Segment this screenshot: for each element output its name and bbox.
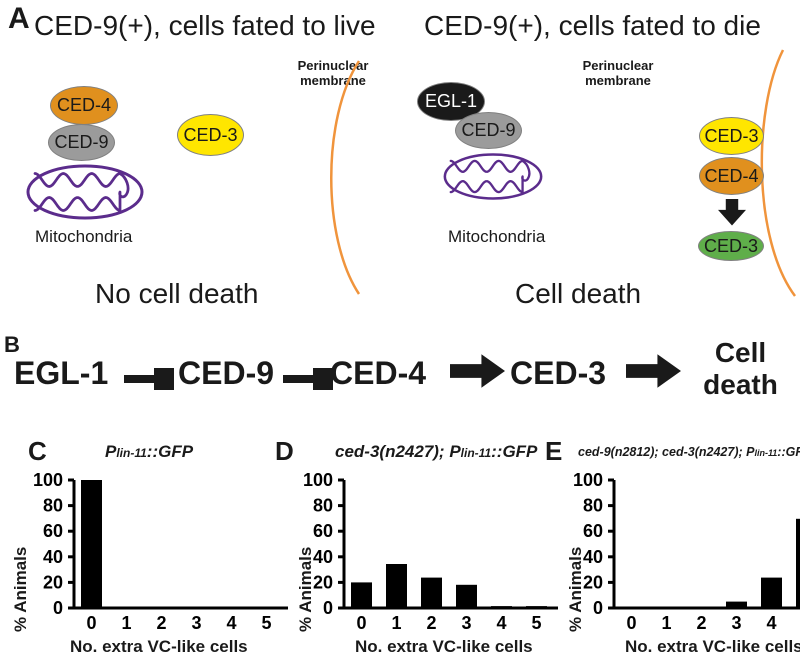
svg-text:3: 3 bbox=[191, 613, 201, 633]
svg-text:0: 0 bbox=[323, 598, 333, 618]
svg-text:3: 3 bbox=[731, 613, 741, 633]
svg-text:100: 100 bbox=[33, 470, 63, 490]
svg-text:0: 0 bbox=[626, 613, 636, 633]
svg-text:1: 1 bbox=[121, 613, 131, 633]
svg-text:4: 4 bbox=[496, 613, 506, 633]
svg-text:80: 80 bbox=[583, 496, 603, 516]
svg-text:0: 0 bbox=[593, 598, 603, 618]
svg-text:60: 60 bbox=[313, 521, 333, 541]
svg-text:2: 2 bbox=[426, 613, 436, 633]
svg-text:2: 2 bbox=[696, 613, 706, 633]
svg-text:5: 5 bbox=[531, 613, 541, 633]
svg-text:0: 0 bbox=[356, 613, 366, 633]
svg-text:80: 80 bbox=[313, 496, 333, 516]
svg-text:2: 2 bbox=[156, 613, 166, 633]
svg-text:100: 100 bbox=[303, 470, 333, 490]
svg-text:4: 4 bbox=[226, 613, 236, 633]
svg-text:0: 0 bbox=[86, 613, 96, 633]
svg-text:40: 40 bbox=[43, 547, 63, 567]
svg-text:0: 0 bbox=[53, 598, 63, 618]
svg-text:20: 20 bbox=[43, 572, 63, 592]
svg-text:5: 5 bbox=[261, 613, 271, 633]
svg-text:100: 100 bbox=[573, 470, 603, 490]
svg-text:1: 1 bbox=[391, 613, 401, 633]
svg-text:60: 60 bbox=[43, 521, 63, 541]
svg-text:80: 80 bbox=[43, 496, 63, 516]
svg-text:4: 4 bbox=[766, 613, 776, 633]
svg-text:3: 3 bbox=[461, 613, 471, 633]
svg-text:1: 1 bbox=[661, 613, 671, 633]
svg-text:60: 60 bbox=[583, 521, 603, 541]
